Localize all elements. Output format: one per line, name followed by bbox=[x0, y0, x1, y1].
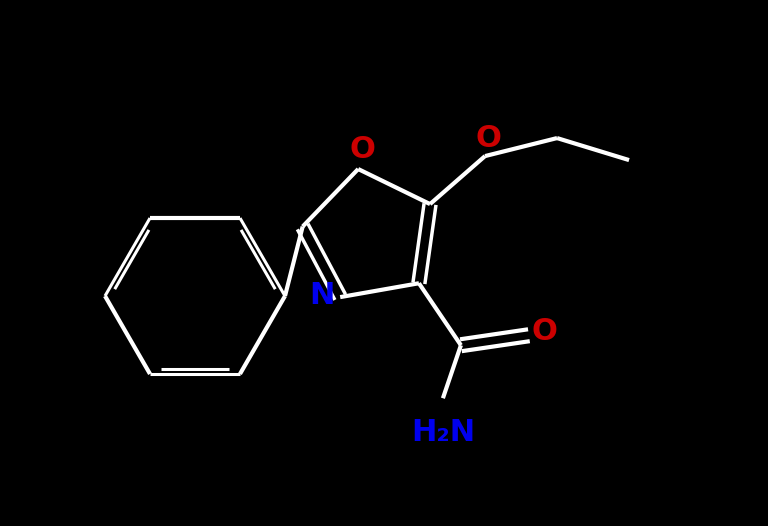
Text: N: N bbox=[310, 280, 335, 310]
Text: H₂N: H₂N bbox=[411, 418, 475, 447]
Text: O: O bbox=[349, 135, 375, 164]
Text: O: O bbox=[532, 317, 558, 346]
Text: O: O bbox=[475, 124, 501, 153]
